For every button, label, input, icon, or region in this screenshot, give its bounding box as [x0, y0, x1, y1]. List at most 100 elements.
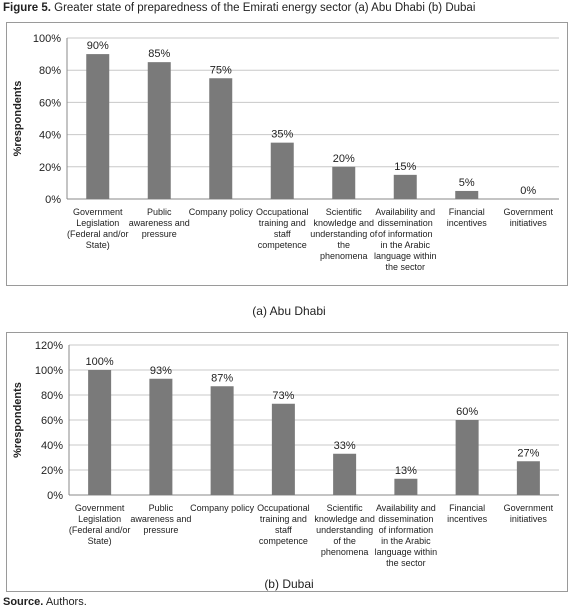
x-tick-label-line: pressure [143, 525, 178, 535]
caption-dubai: (b) Dubai [264, 577, 314, 591]
x-tick-label: Public awareness and pressure [129, 207, 190, 239]
x-tick-label-line: Occupational [257, 503, 310, 513]
bar [516, 461, 540, 495]
x-tick-label: Occupational training and staff competence [257, 503, 310, 546]
bar [333, 453, 357, 495]
x-tick-label-line: training and [260, 514, 307, 524]
x-tick-label-line: knowledge and [313, 218, 374, 228]
x-tick-label: Financial incentives [447, 207, 488, 228]
y-tick-label: 80% [41, 390, 63, 402]
x-tick-label-line: Government [75, 503, 125, 513]
y-tick-label: 0% [45, 194, 61, 206]
figure-title: Figure 5. Greater state of preparedness … [3, 2, 475, 14]
x-tick-label-line: Availability and [375, 207, 435, 217]
x-tick-label-line: dissemination [378, 514, 433, 524]
caption-abu-dhabi: (a) Abu Dhabi [252, 304, 326, 318]
x-tick-label-line: Scientific [327, 503, 364, 513]
x-tick-label-line: Company policy [189, 207, 254, 217]
data-label: 15% [394, 161, 416, 173]
x-tick-label-line: Company policy [190, 503, 255, 513]
y-tick-label: 40% [41, 440, 63, 452]
x-tick-label-line: competence [258, 240, 307, 250]
y-tick-label: 60% [41, 415, 63, 427]
x-tick-label-line: knowledge and [314, 514, 375, 524]
bar [147, 62, 171, 200]
x-tick-label-line: of the [333, 536, 356, 546]
x-tick-label-line: understanding [316, 525, 373, 535]
x-tick-label-line: of information [379, 525, 434, 535]
data-label: 75% [210, 64, 232, 76]
figure-title-text: Greater state of preparedness of the Emi… [54, 2, 476, 14]
x-tick-label: Government Legislation (Federal and/or Stat… [69, 503, 131, 546]
data-label: 73% [272, 390, 294, 402]
x-tick-label-line: Government [503, 207, 553, 217]
x-tick-label-line: competence [259, 536, 308, 546]
x-tick-label: Company policy [190, 503, 255, 513]
bar [86, 54, 110, 199]
x-tick-label-line: training and [259, 218, 306, 228]
x-tick-label: Availability and dissemination of informat… [375, 503, 438, 568]
y-tick-label: 100% [35, 365, 63, 377]
source-label: Source. [3, 596, 44, 608]
x-tick-label-line: incentives [447, 218, 488, 228]
bar [455, 190, 479, 199]
x-tick-label-line: awareness and [130, 514, 191, 524]
x-tick-label: Government initiatives [503, 207, 553, 228]
data-label: 27% [517, 447, 539, 459]
bar [332, 166, 356, 199]
y-tick-label: 20% [39, 162, 61, 174]
x-tick-label-line: pressure [142, 229, 177, 239]
data-label: 87% [211, 372, 233, 384]
x-tick-label-line: (Federal and/or [67, 229, 129, 239]
x-tick-label: Government Legislation (Federal and/or Stat… [67, 207, 129, 250]
y-tick-label: 60% [39, 97, 61, 109]
y-tick-label: 80% [39, 65, 61, 77]
x-tick-label-line: Scientific [326, 207, 363, 217]
y-tick-label: 0% [47, 490, 63, 502]
x-tick-label-line: dissemination [378, 218, 433, 228]
x-tick-label: Scientific knowledge and understanding of t… [314, 503, 375, 557]
x-tick-label-line: phenomena [321, 547, 369, 557]
source-text: Authors. [45, 596, 87, 608]
x-tick-label-line: State) [88, 536, 112, 546]
bar [88, 370, 112, 495]
bar [149, 378, 173, 495]
x-tick-label-line: staff [274, 229, 291, 239]
x-tick-label-line: in the Arabic [380, 240, 430, 250]
x-tick-label-line: Public [147, 207, 172, 217]
x-tick-label-line: Financial [449, 503, 485, 513]
x-tick-label-line: Government [73, 207, 123, 217]
chart-panel-abu-dhabi: 0% 20% 40% 60% 80% 100% %respondents 90% Governm… [6, 22, 568, 286]
data-label: 0% [520, 185, 536, 197]
data-label: 60% [456, 406, 478, 418]
x-tick-label-line: the [337, 240, 350, 250]
x-tick-label: Availability and dissemination of informat… [374, 207, 437, 272]
figure-label: Figure 5. [3, 2, 51, 14]
data-label: 13% [395, 465, 417, 477]
bar [393, 174, 417, 199]
bar [271, 403, 295, 495]
x-tick-label-line: Financial [449, 207, 485, 217]
y-axis-title: %respondents [12, 382, 24, 458]
x-tick-label-line: Public [149, 503, 174, 513]
x-tick-label: Public awareness and pressure [130, 503, 191, 535]
x-tick-label: Financial incentives [447, 503, 488, 524]
x-tick-label-line: initiatives [510, 514, 548, 524]
x-tick-label-line: understanding of [310, 229, 378, 239]
x-tick-label-line: phenomena [320, 251, 368, 261]
x-tick-label-line: language within [375, 547, 438, 557]
x-tick-label-line: (Federal and/or [69, 525, 131, 535]
data-label: 85% [148, 48, 170, 60]
x-tick-label-line: the sector [386, 558, 426, 568]
data-label: 100% [86, 356, 114, 368]
y-tick-label: 40% [39, 130, 61, 142]
x-tick-label: Company policy [189, 207, 254, 217]
bar [210, 386, 234, 495]
x-tick-label-line: Government [504, 503, 554, 513]
y-tick-label: 20% [41, 465, 63, 477]
data-label: 90% [87, 40, 109, 52]
chart-dubai: 0% 20% 40% 60% 80% 100% 120% %respondents 100% Go… [12, 340, 559, 568]
x-tick-label: Occupational training and staff competence [256, 207, 309, 250]
y-axis-title: %respondents [12, 81, 24, 157]
x-tick-label-line: Availability and [376, 503, 436, 513]
